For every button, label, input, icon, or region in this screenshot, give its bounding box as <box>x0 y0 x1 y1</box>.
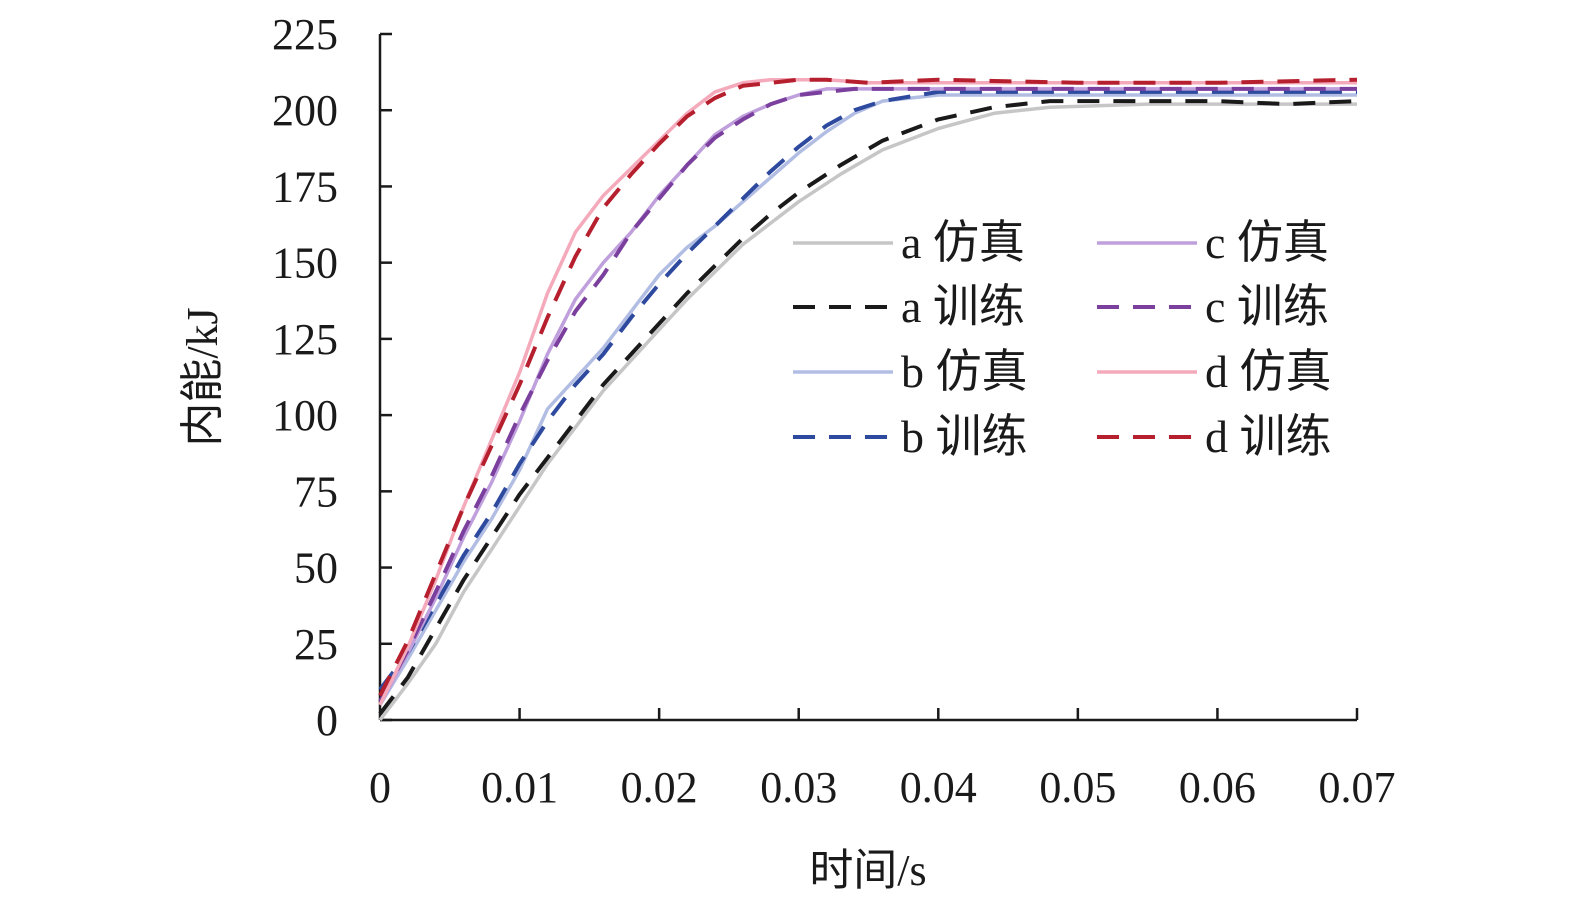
x-tick-label: 0 <box>369 763 391 812</box>
x-tick-label: 0.06 <box>1179 763 1256 812</box>
series-line-6 <box>378 86 1357 703</box>
legend-label: b 训练 <box>901 411 1028 462</box>
y-tick-label: 50 <box>294 544 338 593</box>
y-tick-label: 225 <box>272 10 338 59</box>
series-layer <box>378 77 1358 722</box>
axes <box>378 34 1357 722</box>
y-tick-label: 75 <box>294 467 338 516</box>
y-tick-label: 200 <box>272 86 338 135</box>
ticks: 0 25 50 75 100 125 150 175 200 225 0 0.01 0.02 0.03 0.… <box>272 10 1396 812</box>
series-line-4 <box>378 89 1357 691</box>
x-tick-label: 0.07 <box>1319 763 1396 812</box>
y-tick-label: 100 <box>272 391 338 440</box>
x-tick-label: 0.03 <box>760 763 837 812</box>
x-tick-label: 0.04 <box>900 763 977 812</box>
legend: a 仿真 a 训练 b 仿真 b 训练 c 仿真 c 训练 d 仿真 d 训练 <box>793 217 1332 462</box>
series-line-8 <box>378 77 1358 697</box>
legend-label: d 仿真 <box>1205 346 1332 397</box>
series-line-3 <box>378 93 1357 706</box>
series-line-2 <box>378 99 1358 716</box>
legend-label: a 训练 <box>901 281 1025 332</box>
series-line-1 <box>378 102 1357 722</box>
y-tick-label: 0 <box>316 696 338 745</box>
y-tick-label: 125 <box>272 315 338 364</box>
y-axis-title: 内能/kJ <box>178 307 227 446</box>
legend-label: c 训练 <box>1205 281 1329 332</box>
x-tick-label: 0.05 <box>1039 763 1116 812</box>
legend-label: c 仿真 <box>1205 217 1329 268</box>
y-tick-label: 175 <box>272 162 338 211</box>
legend-label: d 训练 <box>1205 411 1332 462</box>
legend-label: b 仿真 <box>901 346 1028 397</box>
y-tick-label: 25 <box>294 620 338 669</box>
y-tick-label: 150 <box>272 239 338 288</box>
x-tick-label: 0.01 <box>481 763 558 812</box>
x-tick-label: 0.02 <box>621 763 698 812</box>
legend-label: a 仿真 <box>901 217 1025 268</box>
x-axis-title: 时间/s <box>809 846 926 895</box>
